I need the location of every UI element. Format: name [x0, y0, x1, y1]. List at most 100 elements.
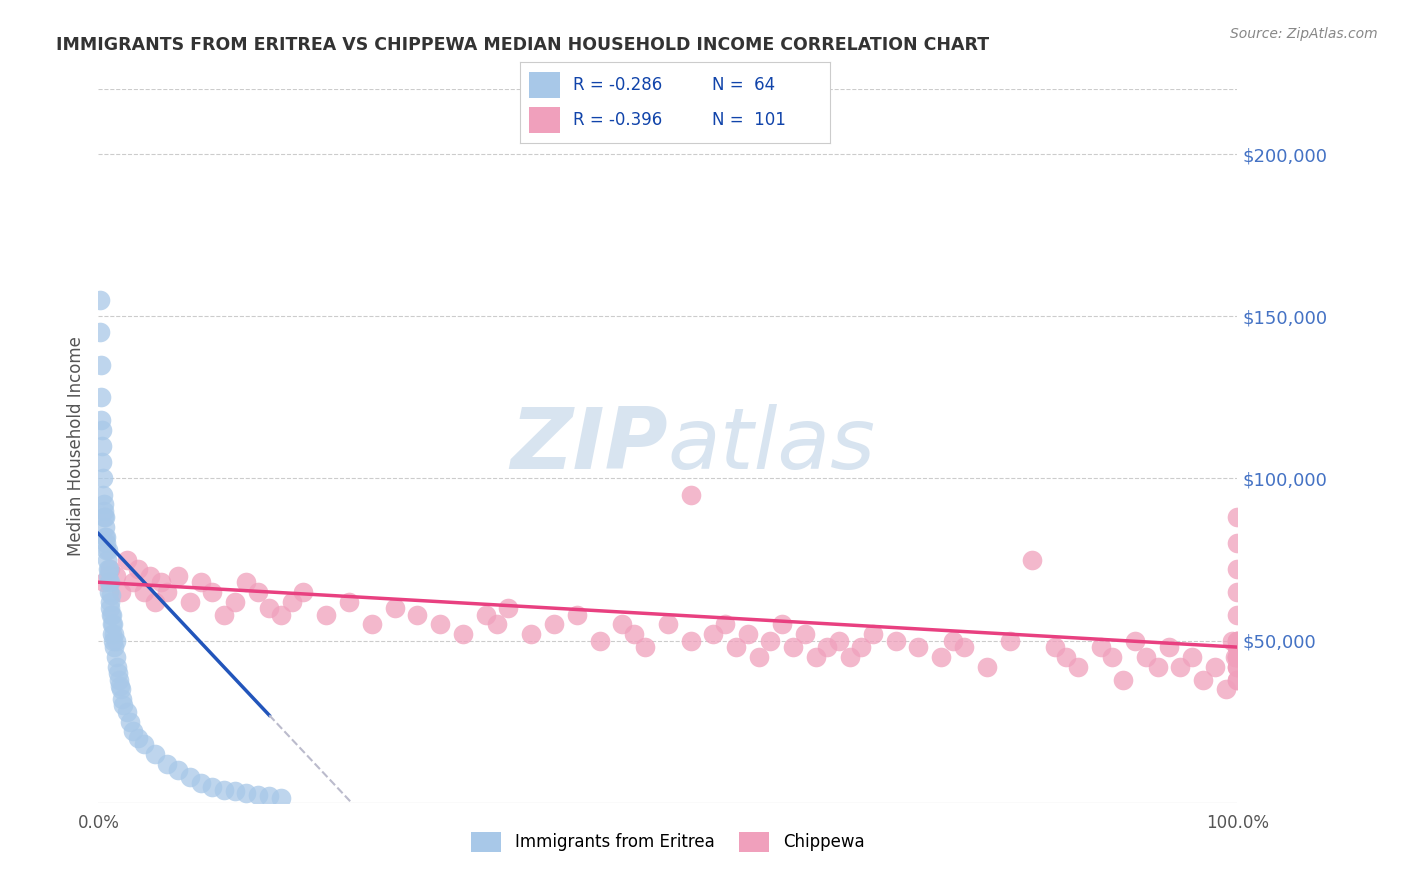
Point — [145, 595, 167, 609]
Y-axis label: Median Household Income: Median Household Income — [66, 336, 84, 556]
Point — [770, 617, 793, 632]
Point — [127, 731, 149, 745]
Point — [96, 552, 118, 566]
Point — [782, 640, 804, 654]
Text: R = -0.396: R = -0.396 — [572, 112, 662, 129]
FancyBboxPatch shape — [530, 107, 561, 133]
Point — [90, 439, 112, 453]
Point — [315, 607, 337, 622]
Point — [90, 455, 112, 469]
Point — [96, 542, 118, 557]
Point — [104, 568, 127, 582]
Point — [862, 627, 884, 641]
Point — [1226, 649, 1249, 664]
Point — [1220, 633, 1243, 648]
Point — [98, 562, 121, 576]
Point — [384, 601, 406, 615]
Point — [565, 607, 588, 622]
Point — [270, 791, 292, 805]
Point — [246, 788, 269, 802]
Point — [93, 497, 115, 511]
Point — [270, 607, 292, 622]
Point — [91, 488, 114, 502]
Point — [1226, 640, 1249, 654]
Point — [127, 562, 149, 576]
Text: Source: ZipAtlas.com: Source: ZipAtlas.com — [1230, 27, 1378, 41]
Point — [104, 633, 127, 648]
Point — [93, 520, 115, 534]
Point — [486, 617, 509, 632]
Point — [1204, 659, 1226, 673]
Point — [93, 504, 115, 518]
Point — [132, 738, 155, 752]
Point — [1146, 659, 1168, 673]
Point — [998, 633, 1021, 648]
Point — [281, 595, 304, 609]
Point — [815, 640, 838, 654]
Point — [104, 649, 127, 664]
Point — [96, 562, 118, 576]
Point — [1226, 633, 1249, 648]
Point — [702, 627, 724, 641]
Point — [953, 640, 976, 654]
Point — [115, 552, 138, 566]
Point — [1192, 673, 1215, 687]
Point — [360, 617, 382, 632]
Point — [907, 640, 929, 654]
Point — [1226, 673, 1249, 687]
Text: ZIP: ZIP — [510, 404, 668, 488]
Point — [474, 607, 496, 622]
Point — [1226, 510, 1249, 524]
Point — [94, 510, 117, 524]
Point — [1170, 659, 1192, 673]
Point — [748, 649, 770, 664]
Point — [1181, 649, 1204, 664]
Point — [679, 633, 702, 648]
Point — [101, 627, 124, 641]
Point — [679, 488, 702, 502]
Point — [115, 705, 138, 719]
Point — [1226, 607, 1249, 622]
Point — [1135, 649, 1157, 664]
Point — [121, 724, 143, 739]
FancyBboxPatch shape — [530, 72, 561, 98]
Point — [976, 659, 998, 673]
Point — [107, 666, 129, 681]
Point — [90, 390, 112, 404]
Point — [1090, 640, 1112, 654]
Point — [292, 585, 315, 599]
Point — [634, 640, 657, 654]
Point — [93, 575, 115, 590]
Point — [246, 585, 269, 599]
Point — [103, 617, 125, 632]
Point — [179, 770, 201, 784]
Point — [1226, 640, 1249, 654]
Legend: Immigrants from Eritrea, Chippewa: Immigrants from Eritrea, Chippewa — [464, 825, 872, 859]
Point — [1226, 659, 1249, 673]
Point — [451, 627, 474, 641]
Point — [498, 601, 520, 615]
Point — [1101, 649, 1123, 664]
Point — [851, 640, 873, 654]
Point — [103, 627, 125, 641]
Point — [97, 562, 120, 576]
Text: atlas: atlas — [668, 404, 876, 488]
Text: N =  101: N = 101 — [711, 112, 786, 129]
Point — [103, 633, 125, 648]
Point — [132, 585, 155, 599]
Point — [98, 575, 121, 590]
Point — [588, 633, 610, 648]
Point — [429, 617, 451, 632]
Point — [89, 293, 111, 307]
Text: N =  64: N = 64 — [711, 76, 775, 94]
Point — [1226, 649, 1249, 664]
Point — [224, 784, 246, 798]
Point — [179, 595, 201, 609]
Point — [111, 692, 134, 706]
Point — [612, 617, 634, 632]
Point — [623, 627, 645, 641]
Point — [156, 585, 179, 599]
Text: R = -0.286: R = -0.286 — [572, 76, 662, 94]
Point — [1157, 640, 1180, 654]
Point — [190, 776, 212, 790]
